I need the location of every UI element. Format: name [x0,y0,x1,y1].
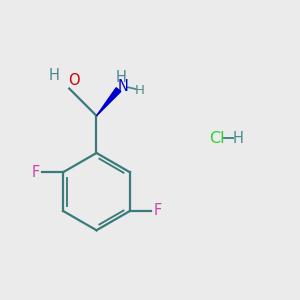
Text: Cl: Cl [209,130,225,146]
Text: H: H [232,130,243,146]
Text: F: F [153,203,162,218]
Text: F: F [31,165,40,180]
Text: O: O [68,73,79,88]
Text: N: N [118,79,128,94]
Polygon shape [97,88,121,116]
Text: H: H [135,84,145,97]
Text: H: H [49,68,60,83]
Text: H: H [116,70,127,85]
